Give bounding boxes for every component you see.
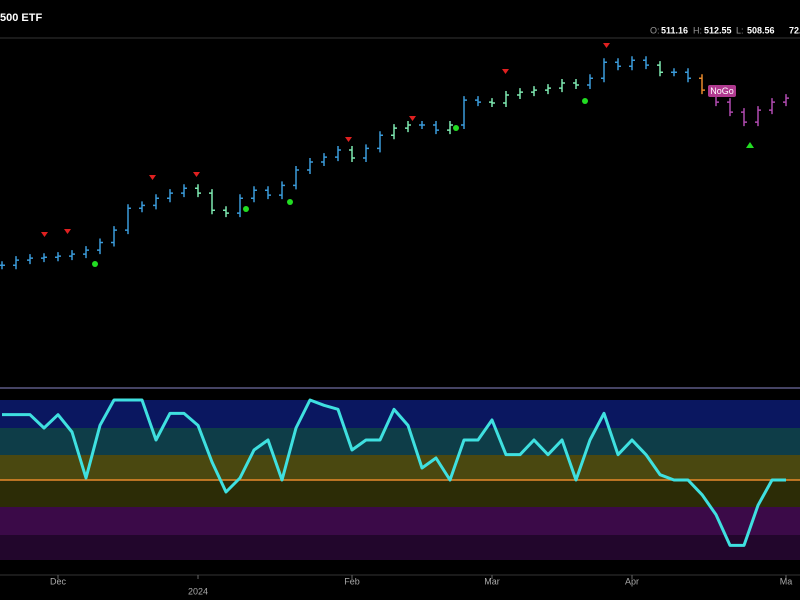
buy-dot [92,261,98,267]
band [0,428,800,455]
x-tick-label: Dec [50,576,67,586]
buy-dot [453,125,459,131]
price-bar [727,98,733,117]
price-bar [27,254,33,265]
ohlc-value: 511.16 [661,25,688,35]
price-bar [699,74,705,95]
band [0,507,800,535]
price-bar [447,120,453,135]
price-bar [489,98,495,108]
x-tick-label: Feb [344,576,360,586]
price-bar [461,96,467,129]
price-bar [363,144,369,163]
price-bar [601,58,607,83]
price-bar [587,74,593,90]
price-bar [657,61,663,77]
price-bar [391,124,397,140]
ohlc-label: L: [736,25,744,35]
oscillator-line [2,398,786,547]
ohlc-label: O: [650,25,660,35]
price-bar [125,204,131,235]
ohlc-value: 512.55 [704,25,732,35]
price-bar [307,158,313,175]
x-tick-label: Apr [625,576,639,586]
price-bar [433,120,439,135]
price-bar [279,181,285,200]
annotation-box [708,85,736,97]
buy-signals [92,98,754,267]
price-bar [671,68,677,77]
price-bar [223,206,229,218]
sell-signal [41,43,610,237]
price-bar [139,201,145,213]
price-bar [41,253,47,263]
price-bar [629,56,635,71]
last-value: 72.7 [789,25,800,35]
price-bar [685,68,691,83]
price-bar [153,194,159,210]
price-bar [755,106,761,127]
price-bar [195,184,201,198]
price-bar [503,91,509,108]
price-bar [55,252,61,262]
price-bar [251,186,257,203]
price-bar [769,98,775,115]
price-bar [741,108,747,127]
price-bar [517,88,523,100]
price-bar [377,131,383,153]
buy-dot [287,199,293,205]
price-bar [293,166,299,190]
oscillator-bands [0,400,800,560]
price-bar [405,120,411,133]
price-bar [615,58,621,71]
price-bar [531,86,537,97]
price-bar [181,184,187,198]
x-tick-label: 2024 [188,586,208,596]
ohlc-value: 508.56 [747,25,775,35]
price-bar [559,79,565,93]
price-bar [111,226,117,247]
band [0,455,800,480]
x-tick-label: Ma [780,576,793,586]
band [0,480,800,507]
price-bar [13,256,19,270]
signals [41,43,610,237]
price-bar [545,84,551,95]
price-bar [573,79,579,90]
price-bar [643,56,649,70]
price-bar [209,189,215,215]
price-bar [349,146,355,163]
price-bar [69,250,75,261]
price-bar [783,94,789,107]
price-bar [265,186,271,200]
buy-dot [582,98,588,104]
annotation: NoGo [710,86,734,96]
ohlc-label: H: [693,25,702,35]
price-bar [419,120,425,129]
price-bar [97,238,103,255]
buy-signal [746,142,754,148]
price-bar [167,189,173,203]
chart-title: 500 ETF [0,12,42,24]
buy-dot [243,206,249,212]
price-bar [475,96,481,107]
price-bar [0,261,5,270]
price-bar [335,146,341,162]
price-bar [237,194,243,218]
price-bar [83,246,89,259]
band [0,535,800,560]
x-tick-label: Mar [484,576,500,586]
price-bar [321,153,327,167]
